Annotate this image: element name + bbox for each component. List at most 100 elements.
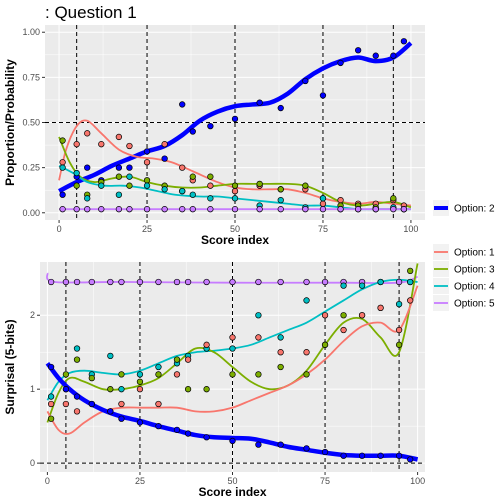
- x-tick-label: 75: [320, 476, 330, 486]
- option1-point: [340, 326, 347, 334]
- legend-label-option4: Option: 4: [454, 282, 495, 293]
- option2-point: [400, 38, 408, 45]
- option2-point: [354, 47, 362, 54]
- option4-point: [179, 187, 186, 195]
- option3-point: [277, 363, 284, 371]
- option2-point: [136, 419, 144, 426]
- option2-point: [302, 77, 309, 85]
- option4-point: [73, 169, 80, 177]
- option4-point: [98, 182, 105, 189]
- option5-point: [88, 278, 95, 286]
- option2-point: [126, 164, 133, 171]
- option3-point: [407, 267, 414, 275]
- option4-curve: [46, 278, 418, 401]
- x-tick-label: 0: [57, 224, 62, 234]
- option1-point: [229, 334, 236, 341]
- option1-point: [161, 141, 168, 148]
- option2-point: [207, 122, 214, 130]
- option2-point: [303, 445, 310, 452]
- option5-point: [84, 206, 91, 213]
- option5-point: [231, 206, 239, 213]
- option1-point: [84, 130, 91, 137]
- option2-point: [256, 99, 263, 106]
- option1-point: [303, 349, 310, 356]
- option1-curve: [46, 285, 419, 435]
- option2-point: [407, 456, 414, 463]
- option4-point: [231, 195, 239, 202]
- figure-title: : Question 1: [45, 3, 137, 22]
- option2-point: [161, 155, 168, 162]
- x-tick-label: 25: [135, 476, 145, 486]
- x-tick-label: 100: [410, 476, 425, 486]
- option2-point: [203, 434, 210, 441]
- bottom-panel: 0 25 50 75 100 0 1 2 Score index Surprisal (5-bit…: [3, 262, 425, 499]
- option5-point: [73, 278, 81, 286]
- option3-point: [203, 386, 210, 393]
- option2-point: [47, 363, 55, 371]
- y-tick-label: 0.25: [22, 163, 40, 173]
- option1-point: [407, 297, 414, 304]
- y-axis-title: Proportion/Probability: [3, 59, 17, 186]
- option2-point: [229, 437, 236, 445]
- option5-point: [256, 206, 263, 213]
- option5-point: [98, 206, 105, 213]
- option5-point: [255, 278, 262, 286]
- legend-top: Option: 2: [433, 200, 495, 216]
- option4-point: [229, 345, 236, 352]
- y-axis-title: Surprisal (5-bits): [3, 319, 17, 414]
- option5-point: [62, 278, 70, 286]
- option4-point: [303, 297, 310, 304]
- option4-point: [73, 345, 81, 352]
- option2-point: [390, 52, 397, 59]
- option3-point: [107, 386, 114, 393]
- option3-point: [59, 137, 66, 144]
- option3-point: [255, 371, 262, 378]
- option2-point: [337, 59, 344, 67]
- y-tick-label: 2: [30, 310, 35, 320]
- option1-point: [337, 196, 344, 204]
- option1-point: [155, 400, 162, 408]
- option3-point: [302, 182, 309, 189]
- option4-point: [161, 186, 168, 193]
- option2-point: [319, 92, 327, 99]
- option1-point: [231, 187, 239, 195]
- option5-point: [189, 206, 196, 213]
- option5-point: [155, 278, 162, 286]
- option2-point: [115, 164, 123, 171]
- option3-point: [155, 371, 162, 378]
- option3-point: [340, 312, 347, 319]
- option5-point: [203, 278, 210, 286]
- option5-point: [207, 206, 214, 213]
- option5-point: [136, 278, 144, 286]
- option4-point: [115, 191, 123, 198]
- option5-point: [277, 206, 284, 213]
- x-tick-label: 100: [403, 224, 418, 234]
- option2-point: [143, 148, 151, 155]
- option3-point: [62, 371, 70, 378]
- option2-point: [377, 452, 384, 459]
- option5-point: [229, 278, 236, 286]
- option4-point: [136, 371, 144, 378]
- option5-point: [173, 278, 181, 286]
- x-tick-label: 25: [142, 224, 152, 234]
- legend-label-option3: Option: 3: [454, 265, 495, 276]
- option1-point: [184, 356, 192, 363]
- option1-point: [207, 182, 214, 189]
- option5-point: [143, 206, 151, 213]
- option1-point: [203, 341, 210, 348]
- option4-point: [126, 173, 133, 180]
- option1-point: [179, 164, 186, 171]
- option4-point: [207, 195, 214, 202]
- legend-label-option1: Option: 1: [454, 248, 495, 259]
- option4-point: [319, 195, 327, 202]
- option4-point: [277, 196, 284, 204]
- option1-point: [59, 159, 66, 166]
- option3-point: [395, 341, 403, 348]
- option2-point: [73, 393, 81, 400]
- option5-point: [372, 206, 379, 213]
- option1-point: [358, 312, 366, 319]
- option3-curve: [46, 263, 419, 423]
- option5-point: [118, 278, 125, 286]
- option2-point: [321, 448, 329, 456]
- option1-point: [126, 142, 133, 150]
